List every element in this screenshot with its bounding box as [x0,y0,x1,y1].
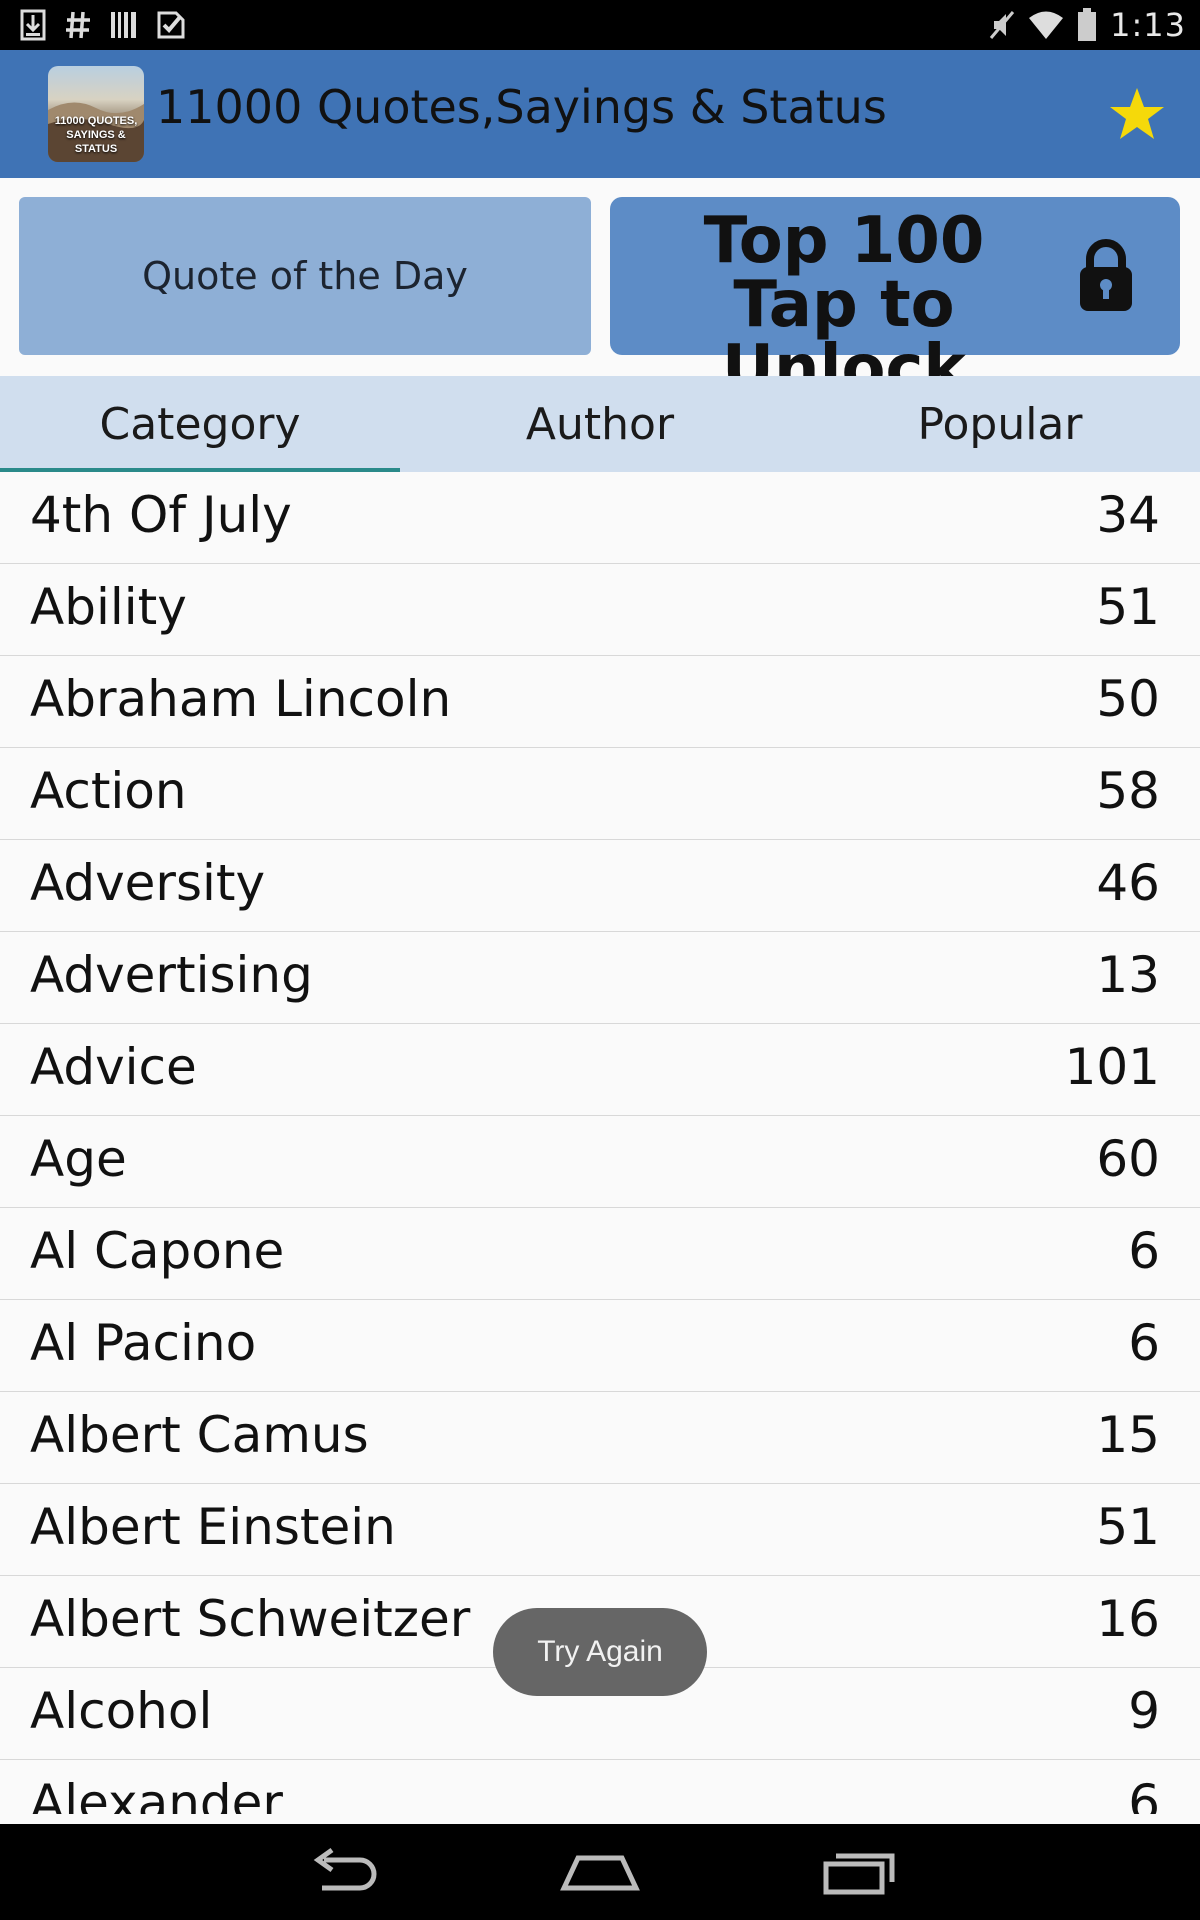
category-name: Adversity [30,854,266,912]
logo-landscape-image [48,102,144,162]
app-title: 11000 Quotes,Sayings & Status [156,80,887,134]
quote-of-the-day-label: Quote of the Day [142,254,468,298]
category-name: Age [30,1130,127,1188]
recents-icon[interactable] [818,1840,898,1904]
quote-count: 34 [1096,486,1160,544]
checkbox-icon [157,11,185,39]
status-time: 1:13 [1110,6,1186,44]
list-item[interactable]: Alexander 6 [0,1760,1200,1814]
category-name: Action [30,762,187,820]
quote-count: 6 [1128,1222,1160,1280]
list-item[interactable]: 4th Of July 34 [0,472,1200,564]
category-name: 4th Of July [30,486,292,544]
status-bar: 1:13 [0,0,1200,50]
top100-unlock-button[interactable]: Top 100 Tap to Unlock [610,197,1180,401]
quote-count: 46 [1096,854,1160,912]
battery-icon [1078,8,1097,41]
barcode-icon [111,12,136,38]
wifi-icon [1029,11,1064,39]
quote-count: 6 [1128,1774,1160,1814]
quote-count: 51 [1096,1498,1160,1556]
tab-category-label: Category [99,398,301,450]
quote-count: 101 [1064,1038,1160,1096]
try-again-toast[interactable]: Try Again [493,1608,707,1696]
app-logo-text: 11000 QUOTES, SAYINGS & STATUS [48,114,144,156]
app-logo: 11000 QUOTES, SAYINGS & STATUS [48,66,144,162]
tab-author-label: Author [525,398,675,450]
quote-count: 9 [1128,1682,1160,1740]
list-item[interactable]: Advice 101 [0,1024,1200,1116]
category-name: Advice [30,1038,197,1096]
tab-category[interactable]: Category [0,376,400,472]
category-name: Abraham Lincoln [30,670,452,728]
top100-title: Top 100 [703,204,985,278]
home-icon[interactable] [560,1840,640,1904]
list-item[interactable]: Age 60 [0,1116,1200,1208]
quote-count: 58 [1096,762,1160,820]
list-item[interactable]: Albert Schweitzer 16 [0,1576,1200,1668]
category-name: Ability [30,578,187,636]
category-name: Al Capone [30,1222,285,1280]
tab-bar: Category Author Popular [0,376,1200,472]
quote-count: 6 [1128,1314,1160,1372]
tab-popular[interactable]: Popular [800,376,1200,472]
status-right-icons: 1:13 [988,6,1186,44]
category-name: Advertising [30,946,313,1004]
list-item[interactable]: Albert Einstein 51 [0,1484,1200,1576]
toast-label: Try Again [537,1635,663,1668]
category-list[interactable]: 4th Of July 34 Ability 51 Abraham Lincoln 5… [0,472,1200,1814]
category-name: Alexander [30,1774,283,1814]
category-name: Alcohol [30,1682,213,1740]
quote-count: 13 [1096,946,1160,1004]
category-name: Al Pacino [30,1314,257,1372]
list-item[interactable]: Advertising 13 [0,932,1200,1024]
tab-author[interactable]: Author [400,376,800,472]
list-item[interactable]: Ability 51 [0,564,1200,656]
quote-count: 16 [1096,1590,1160,1648]
navigation-bar [0,1824,1200,1920]
list-item[interactable]: Action 58 [0,748,1200,840]
app-bar: 11000 QUOTES, SAYINGS & STATUS 11000 Quo… [0,50,1200,178]
list-item[interactable]: Adversity 46 [0,840,1200,932]
download-icon [20,9,46,41]
hash-icon [66,11,90,39]
category-name: Albert Schweitzer [30,1590,471,1648]
list-item[interactable]: Albert Camus 15 [0,1392,1200,1484]
quote-count: 15 [1096,1406,1160,1464]
quote-count: 51 [1096,578,1160,636]
mute-icon [989,11,1015,39]
logo-text-line1: 11000 QUOTES, [54,115,138,127]
top100-text: Top 100 Tap to Unlock [624,209,1064,401]
list-item[interactable]: Alcohol 9 [0,1668,1200,1760]
back-icon[interactable] [302,1840,382,1904]
quote-count: 50 [1096,670,1160,728]
quote-count: 60 [1096,1130,1160,1188]
star-icon[interactable] [1108,86,1166,144]
tab-popular-label: Popular [917,398,1083,450]
status-left-icons [20,6,186,44]
quote-of-the-day-button[interactable]: Quote of the Day [19,197,591,355]
list-item[interactable]: Al Capone 6 [0,1208,1200,1300]
logo-text-line2: SAYINGS & STATUS [66,129,126,155]
list-item[interactable]: Abraham Lincoln 50 [0,656,1200,748]
list-item[interactable]: Al Pacino 6 [0,1300,1200,1392]
category-name: Albert Camus [30,1406,369,1464]
category-name: Albert Einstein [30,1498,396,1556]
lock-icon [1080,239,1132,311]
